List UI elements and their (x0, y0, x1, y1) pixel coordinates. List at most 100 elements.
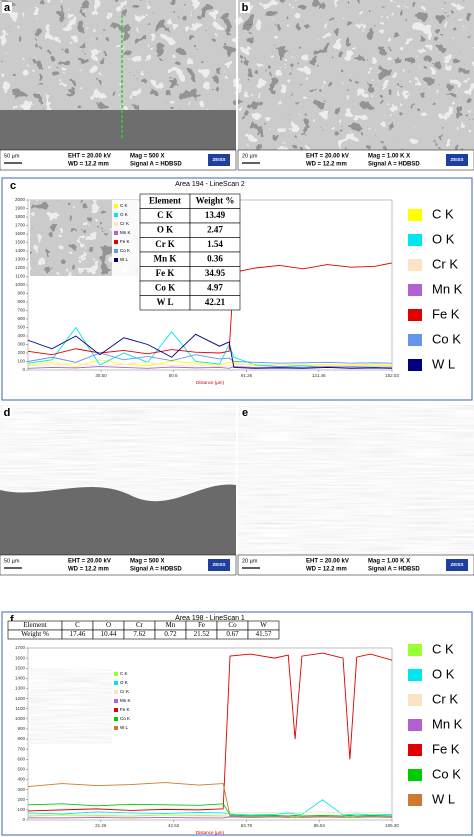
inset-legend-swatch (114, 699, 118, 703)
panel-label: e (242, 407, 248, 419)
series-line (27, 782, 393, 818)
y-tick-label: 100 (17, 359, 25, 364)
panel-label: d (4, 407, 11, 419)
logo-box (208, 559, 230, 571)
info-eht: EHT = 20.00 kV (68, 559, 111, 565)
sem-substrate (0, 110, 236, 150)
sem-substrate (0, 484, 236, 555)
table-text: 2.47 (207, 224, 223, 234)
panel-label: c (10, 180, 16, 192)
inset-legend-label: W L (120, 725, 128, 730)
table-text: 17.46 (70, 630, 86, 638)
y-tick-label: 1000 (15, 282, 26, 287)
inset-legend-swatch (114, 222, 118, 226)
series-line (27, 366, 392, 369)
table-text: Element (149, 195, 181, 205)
y-tick-label: 1900 (15, 206, 26, 211)
legend-label: C K (432, 641, 454, 656)
series-line (27, 262, 393, 356)
x-tick-label: 85.04 (314, 823, 326, 828)
info-eht: EHT = 20.00 kV (306, 154, 349, 160)
logo: ZEISS (212, 157, 225, 162)
legend-swatch (408, 334, 422, 346)
panel-label-box (240, 407, 250, 418)
inset-legend-swatch (114, 240, 118, 244)
inset-legend-bg (112, 668, 138, 744)
series-line (27, 361, 392, 368)
legend-label: C K (432, 206, 454, 221)
info-eht: EHT = 20.00 kV (68, 154, 111, 160)
logo: ZEISS (450, 157, 463, 162)
logo: ZEISS (212, 562, 225, 567)
table-text: O K (157, 224, 173, 234)
panel-label: a (4, 2, 11, 14)
y-tick-label: 800 (17, 736, 25, 741)
x-tick-label: 60.6 (169, 373, 178, 378)
inset-legend-swatch (114, 726, 118, 730)
inset-legend-label: W L (120, 257, 128, 262)
table-text: O (106, 621, 111, 629)
inset-legend-label: C K (120, 671, 128, 676)
legend-label: Cr K (432, 256, 458, 271)
info-signal: Signal A = HDBSD (130, 567, 182, 573)
y-tick-label: 700 (17, 308, 25, 313)
inset-legend-swatch (114, 249, 118, 253)
series-line (27, 799, 393, 816)
legend-swatch (408, 644, 422, 656)
y-tick-label: 0 (22, 817, 25, 822)
legend-swatch (408, 694, 422, 706)
legend-swatch (408, 209, 422, 221)
table-text: 0.72 (164, 630, 177, 638)
x-axis-label: Distance (µm) (196, 380, 225, 385)
info-mag: Mag = 500 X (130, 154, 165, 160)
sem-image (238, 0, 474, 150)
x-tick-label: 30.50 (95, 373, 107, 378)
table-text: 7.62 (133, 630, 146, 638)
table-text: Cr (136, 621, 144, 629)
logo: ZEISS (450, 562, 463, 567)
info-wd: WD = 12.2 mm (306, 567, 347, 573)
info-signal: Signal A = HDBSD (368, 162, 420, 168)
inset-legend-label: Fe K (120, 707, 130, 712)
inset-legend-label: Fe K (120, 239, 130, 244)
y-tick-label: 1700 (15, 223, 26, 228)
info-bar (0, 149, 237, 171)
x-tick-label: 42.52 (168, 823, 180, 828)
info-mag: Mag = 500 X (130, 559, 165, 565)
legend-label: Fe K (432, 306, 460, 321)
info-mag: Mag = 1.00 K X (368, 154, 410, 160)
sem-panel: d 50 µm EHT = 20.00 kV WD = 12.2 mm Mag = 50… (0, 405, 237, 576)
chart-title: Area 198 - LineScan 1 (175, 615, 245, 622)
info-mag: Mag = 1.00 K X (368, 559, 410, 565)
legend-label: Mn K (432, 716, 463, 731)
inset-legend-swatch (114, 717, 118, 721)
y-tick-label: 900 (17, 291, 25, 296)
sem-image (238, 405, 474, 555)
inset-legend-swatch (114, 708, 118, 712)
legend-label: Co K (432, 766, 461, 781)
info-signal: Signal A = HDBSD (130, 162, 182, 168)
legend-label: Fe K (432, 741, 460, 756)
legend-swatch (408, 234, 422, 246)
inset-legend-label: O K (120, 680, 128, 685)
x-tick-label: 21.26 (95, 823, 107, 828)
inset-legend-swatch (114, 672, 118, 676)
table-text: Cr K (155, 239, 175, 249)
scale-text: 50 µm (4, 558, 20, 564)
y-tick-label: 500 (17, 325, 25, 330)
inset-legend-label: Co K (120, 248, 130, 253)
inset-legend-label: Mn K (120, 698, 131, 703)
inset-legend-swatch (114, 258, 118, 262)
y-tick-label: 600 (17, 316, 25, 321)
legend-swatch (408, 259, 422, 271)
table-text: C (75, 621, 80, 629)
legend-swatch (408, 744, 422, 756)
table-text: 4.97 (207, 282, 223, 292)
table-text: Co K (155, 282, 175, 292)
y-tick-label: 1300 (15, 686, 26, 691)
scale-text: 20 µm (242, 558, 258, 564)
inset-legend-label: Cr K (120, 221, 129, 226)
table-text: Fe K (156, 268, 175, 278)
info-bar (237, 554, 474, 576)
